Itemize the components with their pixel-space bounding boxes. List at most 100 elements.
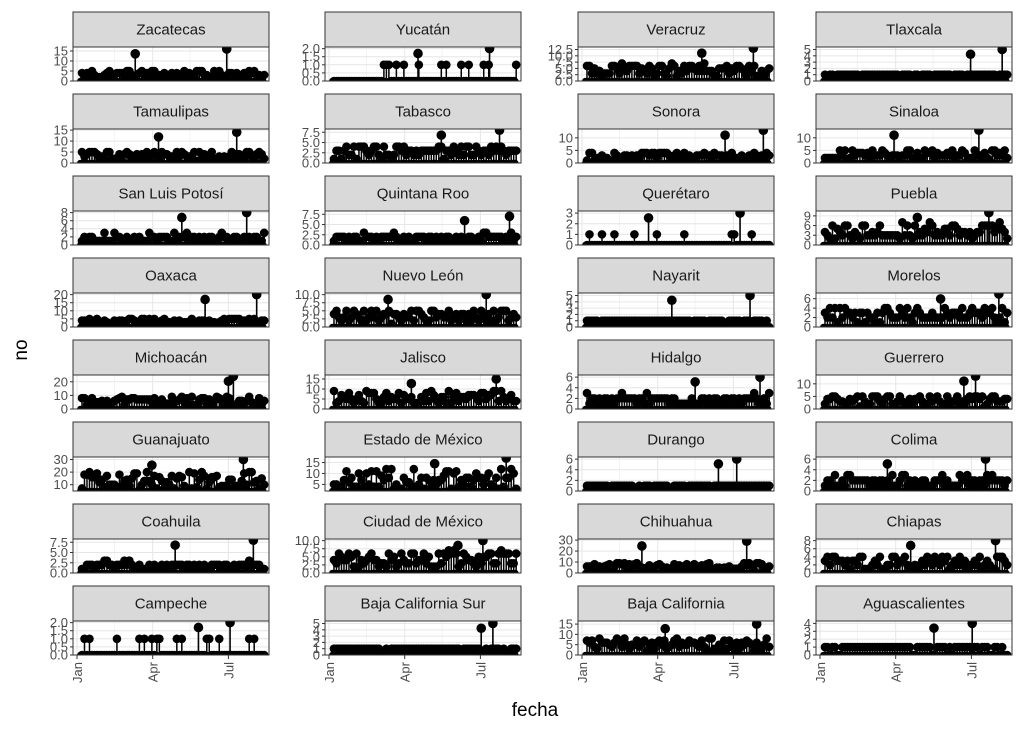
data-point xyxy=(747,230,756,239)
data-point xyxy=(332,306,341,316)
facet-panel: Veracruz 0.02.55.07.510.012.5 xyxy=(548,11,775,89)
y-tick-label: 10 xyxy=(54,54,68,69)
facet-strip xyxy=(815,257,1013,294)
data-marks xyxy=(582,129,774,163)
data-point xyxy=(997,47,1007,55)
data-point xyxy=(260,405,267,409)
data-point xyxy=(379,142,389,151)
data-marks xyxy=(582,47,774,81)
y-tick-label: 1 xyxy=(566,313,573,328)
data-marks xyxy=(77,47,269,81)
data-marks xyxy=(820,211,1012,245)
y-tick-label: 0.5 xyxy=(302,65,320,80)
facet-strip xyxy=(324,175,522,212)
data-marks xyxy=(820,293,1012,327)
y-tick-label: 7.5 xyxy=(302,207,320,222)
data-point xyxy=(1000,146,1009,155)
data-point xyxy=(329,386,339,396)
y-tick-label: 2.5 xyxy=(555,67,573,82)
data-point xyxy=(441,60,451,70)
y-tick-label: 0 xyxy=(61,238,68,253)
facet-strip-label: Michoacán xyxy=(135,350,208,367)
facet-strip-label: Zacatecas xyxy=(136,22,205,39)
data-point xyxy=(1002,70,1012,80)
panel-border xyxy=(577,128,775,164)
data-point xyxy=(765,241,772,245)
data-point xyxy=(489,306,499,316)
facet-panel: Nuevo León 0.02.55.07.510.0 xyxy=(295,257,522,335)
facet-strip-label: Guerrero xyxy=(884,350,944,367)
data-point xyxy=(406,378,417,389)
data-point xyxy=(903,221,912,230)
data-point xyxy=(444,306,454,316)
y-tick-label: 5 xyxy=(804,389,811,404)
y-tick-label: 1.5 xyxy=(302,49,320,64)
y-tick-label: 15 xyxy=(54,123,68,138)
facet-strip xyxy=(815,11,1013,48)
data-marks xyxy=(77,375,269,409)
data-marks xyxy=(820,375,1012,409)
panel-border xyxy=(815,292,1013,328)
y-tick-label: 5 xyxy=(313,392,320,407)
facet-strip-label: Quintana Roo xyxy=(377,186,470,203)
data-point xyxy=(1000,227,1009,237)
facet-strip-label: Puebla xyxy=(891,186,938,203)
y-tick-label: 10.0 xyxy=(295,287,320,302)
data-marks xyxy=(329,293,521,327)
facet-strip xyxy=(815,339,1013,376)
data-point xyxy=(984,211,994,218)
y-tick-label: 0.0 xyxy=(302,238,320,253)
y-tick-label: 10 xyxy=(306,466,320,481)
data-point xyxy=(512,159,519,163)
y-tick-label: 5.0 xyxy=(302,303,320,318)
data-point xyxy=(142,467,152,477)
facet-strip xyxy=(815,175,1013,212)
y-tick-label: 30 xyxy=(54,452,68,467)
data-marks xyxy=(329,47,521,81)
facet-strip xyxy=(577,175,775,212)
y-tick-label: 5 xyxy=(61,145,68,160)
y-tick-label: 6 xyxy=(61,213,68,228)
y-tick-label: 0 xyxy=(61,402,68,417)
y-tick-label: 20 xyxy=(54,374,68,389)
data-marks xyxy=(77,457,269,491)
data-point xyxy=(130,49,141,59)
data-point xyxy=(995,218,1004,227)
y-tick-label: 5 xyxy=(566,288,573,303)
data-point xyxy=(597,230,607,239)
data-point xyxy=(228,375,239,382)
data-point xyxy=(875,221,885,230)
panel-border xyxy=(72,128,270,164)
data-point xyxy=(511,232,521,242)
y-tick-label: 12.5 xyxy=(548,42,573,57)
y-tick-label: 2.0 xyxy=(302,41,320,56)
data-point xyxy=(187,392,197,402)
data-marks xyxy=(820,47,1012,81)
data-point xyxy=(259,70,269,80)
data-marks xyxy=(582,293,774,327)
data-point xyxy=(1003,159,1010,163)
data-point xyxy=(735,211,745,218)
data-point xyxy=(484,47,495,54)
data-point xyxy=(928,221,937,230)
panel-border xyxy=(324,374,522,410)
y-tick-label: 10 xyxy=(797,376,811,391)
data-point xyxy=(105,147,114,157)
data-point xyxy=(889,130,899,140)
data-point xyxy=(347,473,356,483)
data-point xyxy=(764,388,774,398)
data-point xyxy=(132,469,142,478)
data-point xyxy=(260,241,267,245)
y-tick-label: 5 xyxy=(804,42,811,57)
y-tick-label: 20 xyxy=(54,287,68,302)
data-point xyxy=(456,60,466,70)
data-point xyxy=(100,228,109,238)
data-point xyxy=(729,230,739,239)
data-point xyxy=(905,146,915,155)
